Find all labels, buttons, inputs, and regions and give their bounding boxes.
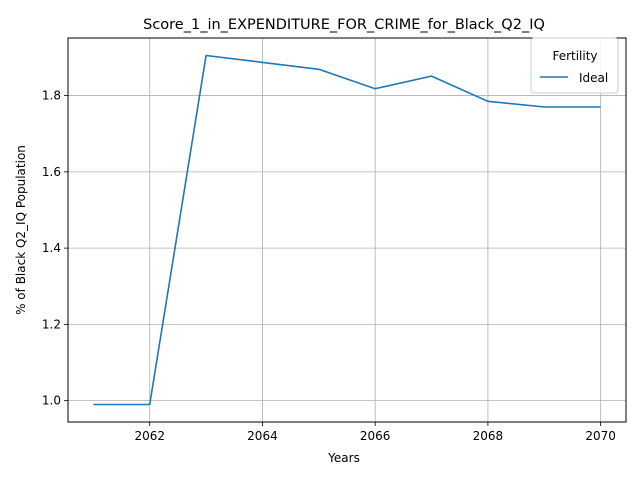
x-tick-label: 2062	[134, 429, 165, 443]
x-tick-label: 2070	[585, 429, 616, 443]
y-axis-ticks: 1.0 1.2 1.4 1.6 1.8	[42, 89, 68, 408]
legend: Fertility Ideal	[530, 37, 619, 94]
y-axis-label: % of Black Q2_IQ Population	[14, 145, 28, 315]
x-tick-label: 2066	[360, 429, 391, 443]
x-tick-label: 2068	[473, 429, 504, 443]
legend-label-ideal: Ideal	[579, 71, 608, 85]
chart-title: Score_1_in_EXPENDITURE_FOR_CRIME_for_Bla…	[143, 17, 545, 33]
y-tick-label: 1.6	[42, 165, 61, 179]
x-tick-label: 2064	[247, 429, 278, 443]
grid-lines	[68, 38, 626, 422]
series-lines	[93, 54, 601, 406]
plot-frame	[67, 37, 627, 423]
x-axis-ticks: 2062 2064 2066 2068 2070	[134, 422, 616, 443]
y-tick-label: 1.0	[42, 394, 61, 408]
legend-title: Fertility	[552, 49, 597, 63]
x-axis-label: Years	[327, 451, 360, 465]
legend-box	[530, 37, 619, 94]
y-tick-label: 1.2	[42, 317, 61, 331]
y-tick-label: 1.8	[42, 89, 61, 103]
y-tick-label: 1.4	[42, 241, 61, 255]
series-line-ideal	[93, 54, 601, 406]
